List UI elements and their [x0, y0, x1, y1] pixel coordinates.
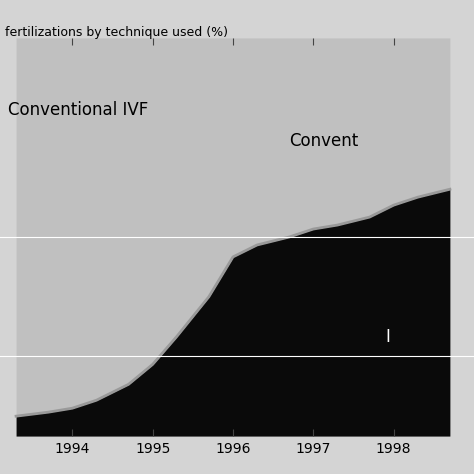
Text: Conventional IVF: Conventional IVF: [8, 100, 148, 118]
Text: fertilizations by technique used (%): fertilizations by technique used (%): [5, 26, 228, 39]
Text: I: I: [386, 328, 391, 346]
Text: Convent: Convent: [289, 132, 358, 150]
